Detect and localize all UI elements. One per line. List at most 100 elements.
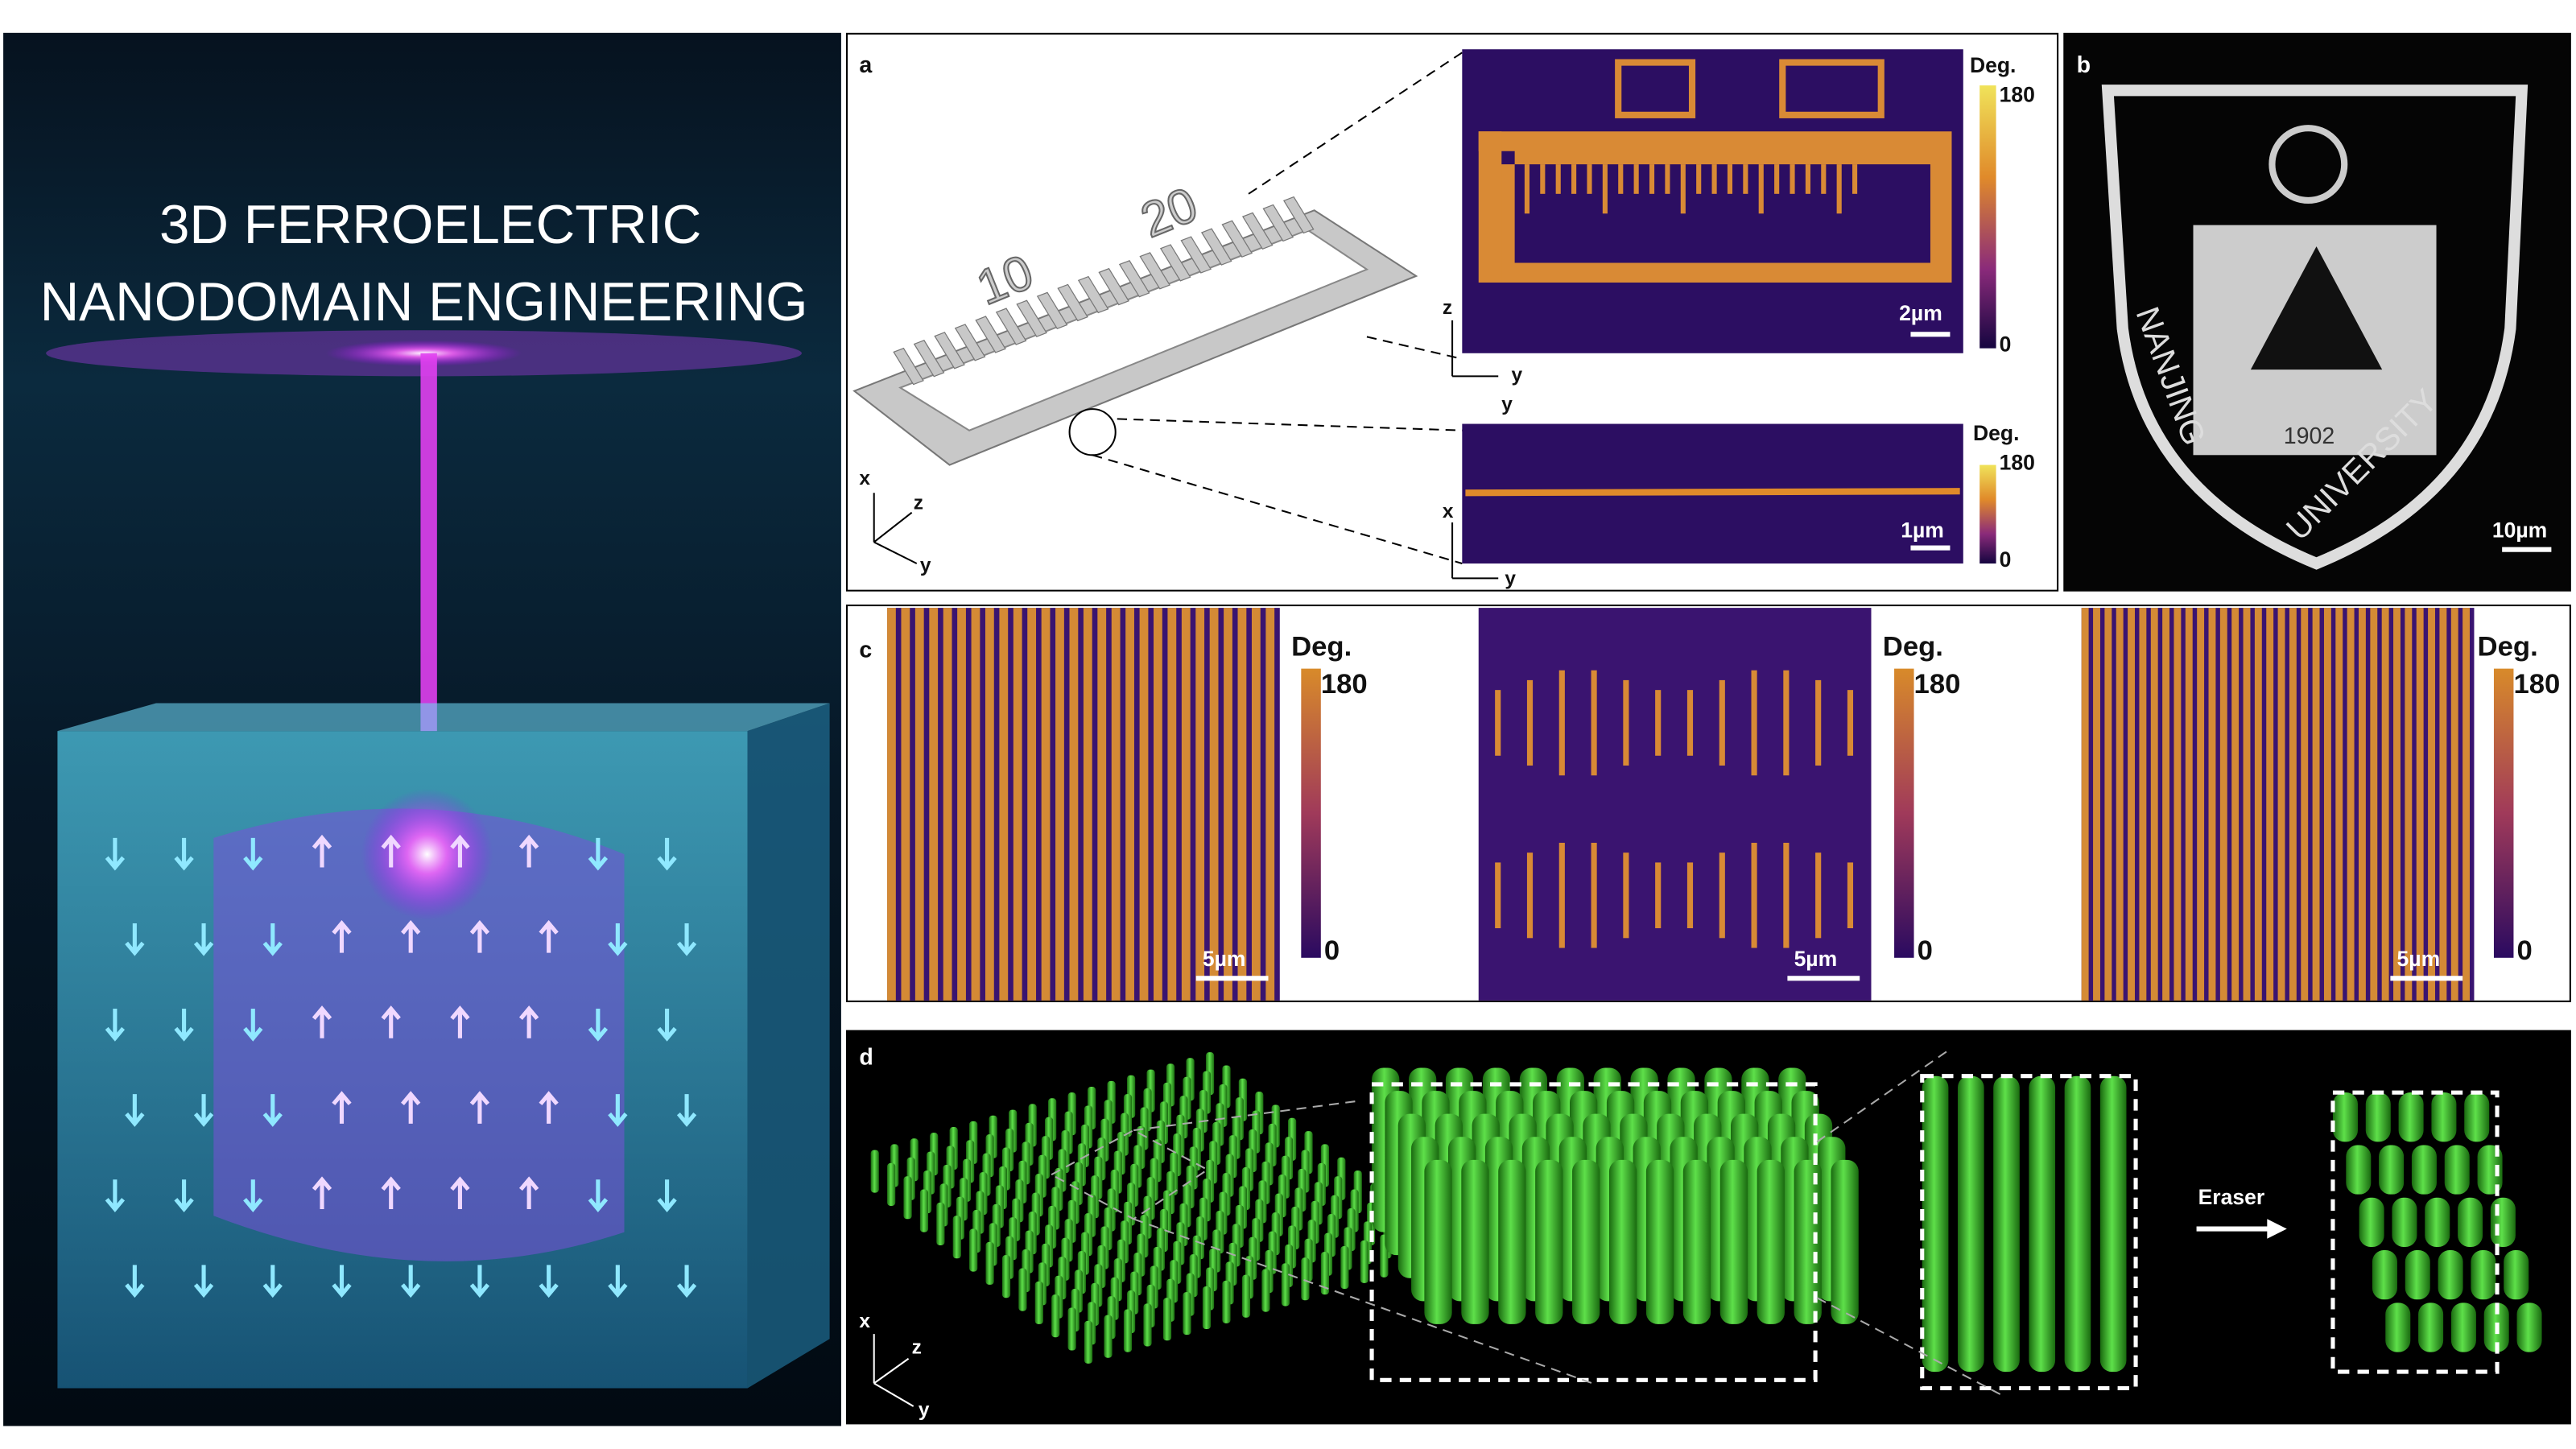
pillar [1123, 1309, 1133, 1352]
arrow [125, 1265, 145, 1298]
arrow [174, 1009, 194, 1042]
arrow [312, 834, 332, 868]
pillar [2385, 1302, 2411, 1352]
domain-stripe [971, 608, 980, 1001]
domain-tick [1711, 164, 1717, 194]
arrow [401, 919, 421, 953]
scale-bar-label: 5µm [1203, 947, 1246, 971]
domain-stripe [1686, 862, 1694, 929]
pillar [1104, 1315, 1113, 1358]
colorbar-title: Deg. [1973, 421, 2019, 445]
axis-triad [873, 493, 918, 564]
arrow [401, 1091, 421, 1124]
panel-label: b [2077, 52, 2091, 78]
domain-stripe [2347, 608, 2355, 1001]
colorbar [1979, 85, 1996, 349]
scale-bar [1910, 332, 1951, 337]
domain-stripe [2323, 608, 2331, 1001]
tooth [893, 347, 924, 386]
domain-stripe [2301, 608, 2309, 1001]
tooth [1016, 299, 1047, 337]
arrow [193, 1265, 214, 1298]
arrow [243, 1179, 263, 1213]
pillar [1281, 1263, 1290, 1307]
pillar [2392, 1197, 2417, 1247]
domain-tick [1602, 164, 1608, 214]
domain-stripe [2450, 608, 2458, 1001]
domain-digit [1615, 59, 1696, 118]
arrow [381, 1176, 401, 1210]
pillar [1202, 1286, 1212, 1330]
domain-stripe [1623, 679, 1629, 766]
domain-stripe [999, 608, 1009, 1001]
arrow [676, 923, 697, 956]
panel-label: c [859, 637, 872, 663]
domain-stripe [1526, 852, 1534, 939]
pfm-pattern [1478, 59, 1952, 283]
arrow [105, 1009, 126, 1042]
domain-tick [1805, 164, 1810, 194]
domain-stripe [929, 608, 939, 1001]
domain-stripe [2428, 608, 2435, 1001]
domain-stripe [957, 608, 966, 1001]
pfm-image [1462, 49, 1963, 353]
tooth [1221, 220, 1253, 258]
pillar [1162, 1298, 1172, 1341]
pillar [919, 1189, 929, 1232]
axis-triad [1451, 522, 1499, 580]
pillar [1682, 1159, 1711, 1324]
tooth [975, 316, 1006, 353]
logo-tree [2250, 246, 2383, 370]
domain-stripe [1055, 608, 1064, 1001]
tooth [1077, 275, 1109, 314]
arrow [381, 834, 401, 868]
panel-c: c Deg. 180 0 5µm Deg. 180 0 5µm Deg. 180 0 5µm [846, 605, 2571, 1002]
domain-stripe [1111, 608, 1121, 1001]
domain-stripe [2219, 608, 2227, 1001]
logo-shield [2101, 85, 2529, 570]
domain-stripe [2439, 608, 2447, 1001]
tooth [1036, 291, 1068, 330]
colorbar [1979, 464, 1996, 564]
domain-stripe [2104, 608, 2112, 1001]
pillar [2504, 1250, 2529, 1300]
arrow [539, 1091, 559, 1124]
pillar [1340, 1245, 1349, 1290]
domain-stripe [2185, 608, 2193, 1001]
pillar [2438, 1250, 2463, 1300]
panel-d: d Eraser x z y [846, 1030, 2571, 1425]
domain-tick [1540, 164, 1546, 194]
domain-stripe [1083, 608, 1092, 1001]
colorbar-min: 0 [2000, 547, 2012, 572]
domain-stripe [1686, 690, 1694, 756]
tooth [1241, 212, 1274, 250]
pillar [1535, 1159, 1563, 1324]
pillar [2332, 1092, 2358, 1142]
pillar [1360, 1240, 1368, 1283]
domain-stripe [1719, 679, 1725, 766]
cube-side [747, 703, 830, 1389]
domain-stripe [1558, 842, 1565, 948]
arrow-head [2267, 1219, 2287, 1239]
tooth [995, 308, 1027, 345]
arrow [105, 1179, 126, 1213]
arrow [450, 1005, 470, 1038]
domain-tick [1727, 164, 1733, 194]
tooth [1139, 252, 1170, 290]
domain-stripe [2393, 608, 2401, 1001]
domain-stripe [1237, 608, 1247, 1001]
colorbar-min: 0 [1918, 935, 1933, 966]
colorbar-title: Deg. [2478, 631, 2538, 662]
domain-stripe [1847, 690, 1854, 756]
pillar [1018, 1268, 1027, 1311]
colorbar [1301, 668, 1321, 958]
colorbar-min: 0 [2000, 332, 2012, 357]
panel-a: a 10 20 x z y Deg. 180 0 2µm z y y Deg. … [846, 32, 2059, 592]
arrow [608, 1094, 628, 1127]
colorbar-min: 0 [1324, 935, 1340, 966]
pillar [1051, 1294, 1060, 1338]
pillar [1301, 1257, 1310, 1301]
tooth [1200, 228, 1232, 266]
pillar [1320, 1252, 1330, 1295]
arrow [125, 1094, 145, 1127]
